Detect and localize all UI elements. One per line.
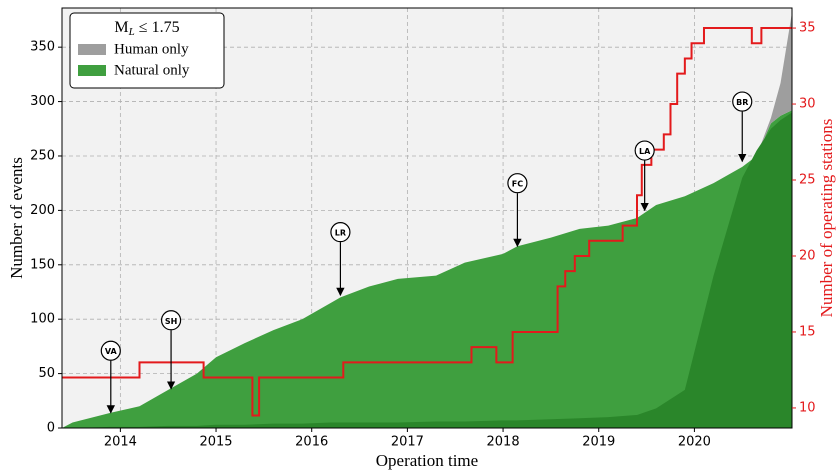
x-tick-label: 2020: [678, 435, 711, 450]
station-line: [62, 27, 792, 417]
x-tick-label: 2014: [104, 435, 137, 450]
legend: ML ≤ 1.75 Human only Natural only: [69, 12, 225, 89]
x-tick-label: 2015: [199, 435, 232, 450]
area: [62, 110, 792, 429]
x-tick-label: 2018: [487, 435, 520, 450]
legend-swatch: [78, 65, 106, 76]
y-tick-label: 250: [30, 148, 55, 163]
y-tick-label: 150: [30, 257, 55, 272]
annotation-label: LA: [639, 147, 651, 156]
y2-tick-label: 25: [799, 173, 816, 188]
legend-box: [69, 12, 225, 89]
y-axis-label: Number of events: [7, 157, 26, 279]
annotation-circle: [160, 310, 182, 331]
y2-tick-label: 15: [799, 324, 816, 339]
y2-axis-label: Number of operating stations: [817, 119, 836, 318]
legend-title-part: ≤ 1.75: [135, 19, 180, 36]
y-tick-label: 300: [30, 94, 55, 109]
annotation-label: LR: [335, 229, 346, 238]
y2-tick-label: 10: [799, 400, 816, 415]
y2-tick-label: 35: [799, 21, 816, 36]
legend-title-part: M: [114, 19, 128, 36]
y2-tick-label: 20: [799, 248, 816, 263]
y-tick-label: 50: [38, 366, 55, 381]
y-tick-label: 200: [30, 203, 55, 218]
y-tick-label: 100: [30, 312, 55, 327]
annotation-circle: [100, 340, 121, 361]
legend-title-sub: L: [128, 26, 135, 38]
x-tick-label: 2017: [391, 435, 424, 450]
y-tick-label: 0: [47, 421, 55, 436]
annotation-circle: [507, 173, 528, 194]
x-tick-label: 2019: [582, 435, 615, 450]
annotation-circle: [330, 222, 351, 243]
annotation-circle: [634, 140, 655, 161]
plot-frame: [61, 7, 793, 429]
y-tick-label: 350: [30, 40, 55, 55]
legend-label: Natural only: [114, 62, 190, 78]
annotation-label: SH: [165, 317, 177, 326]
x-tick-label: 2016: [295, 435, 328, 450]
y2-tick-label: 30: [799, 97, 816, 112]
annotation-circle: [732, 91, 753, 112]
x-axis-label: Operation time: [376, 451, 478, 470]
annotation-label: VA: [105, 347, 118, 356]
legend-swatch: [78, 44, 106, 55]
annotation-label: FC: [512, 180, 523, 189]
area: [62, 112, 792, 428]
legend-label: Human only: [114, 41, 189, 57]
legend-title: ML ≤ 1.75: [114, 19, 179, 38]
annotation-label: BR: [736, 98, 748, 107]
